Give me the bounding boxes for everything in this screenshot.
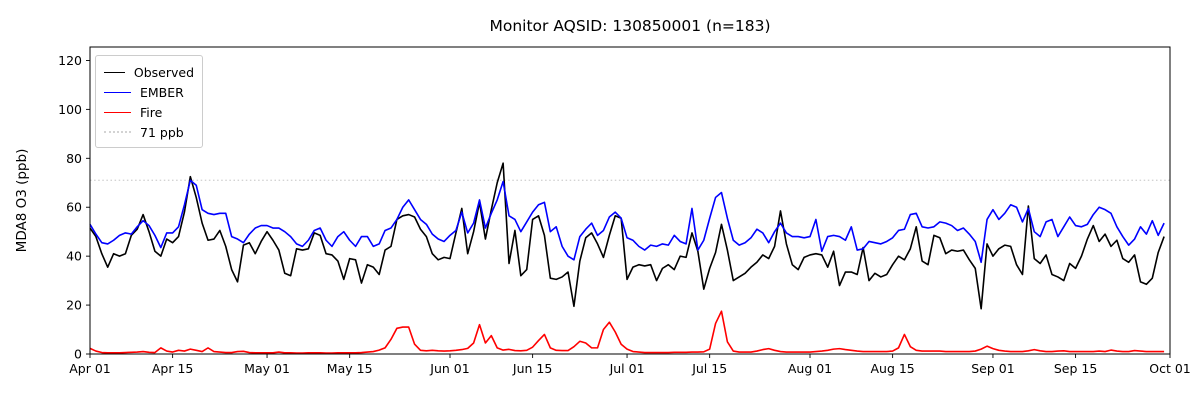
legend-item-observed: Observed: [104, 62, 194, 82]
y-tick-label: 60: [66, 200, 82, 215]
legend-item-ember: EMBER: [104, 82, 194, 102]
x-tick-label: Jun 01: [429, 361, 469, 376]
legend-label: Fire: [140, 104, 163, 120]
y-tick-label: 80: [66, 151, 82, 166]
x-tick-label: Oct 01: [1149, 361, 1191, 376]
x-tick-label: Aug 15: [870, 361, 914, 376]
x-tick-label: Sep 01: [971, 361, 1014, 376]
chart-title: Monitor AQSID: 130850001 (n=183): [489, 17, 771, 35]
y-tick-label: 40: [66, 249, 82, 264]
y-tick-label: 20: [66, 298, 82, 313]
fire-line-sample: [104, 111, 131, 113]
x-tick-label: Apr 15: [152, 361, 194, 376]
observed-line-sample: [104, 71, 125, 73]
x-tick-label: Sep 15: [1054, 361, 1097, 376]
series-line-observed: [89, 162, 1165, 310]
legend-label: Observed: [133, 64, 194, 80]
x-tick-label: Jun 15: [512, 361, 552, 376]
legend-item-fire: Fire: [104, 102, 194, 122]
legend: Observed EMBER Fire 71 ppb: [95, 55, 203, 148]
series-line-ember: [89, 179, 1165, 264]
x-tick-label: Jul 01: [609, 361, 645, 376]
x-tick-label: May 01: [244, 361, 290, 376]
threshold-line-sample: [104, 131, 131, 133]
ember-line-sample: [104, 91, 131, 93]
x-tick-label: Jul 15: [691, 361, 727, 376]
y-axis-label: MDA8 O3 (ppb): [14, 149, 30, 253]
series-line-fire: [89, 310, 1165, 354]
y-tick-label: 100: [58, 102, 82, 117]
x-tick-label: May 15: [327, 361, 373, 376]
x-tick-label: Apr 01: [69, 361, 111, 376]
y-tick-label: 0: [74, 347, 82, 362]
axes-frame: [89, 46, 1171, 355]
x-tick-label: Aug 01: [788, 361, 832, 376]
plot-area: [90, 47, 1170, 354]
legend-label: EMBER: [140, 84, 184, 100]
legend-label: 71 ppb: [140, 124, 184, 140]
y-tick-label: 120: [58, 53, 82, 68]
legend-item-threshold: 71 ppb: [104, 122, 194, 142]
